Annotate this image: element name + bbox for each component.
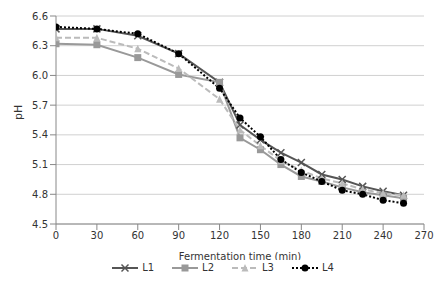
svg-text:5.1: 5.1: [32, 159, 48, 170]
svg-text:210: 210: [333, 230, 352, 241]
svg-text:5.7: 5.7: [32, 100, 48, 111]
svg-text:240: 240: [374, 230, 393, 241]
svg-text:60: 60: [131, 230, 144, 241]
html-text:L3: L3: [262, 262, 274, 273]
svg-text:180: 180: [292, 230, 311, 241]
svg-text:6.0: 6.0: [32, 70, 48, 81]
svg-text:4.5: 4.5: [32, 219, 48, 230]
html-text:L2: L2: [202, 262, 214, 273]
svg-text:6.3: 6.3: [32, 40, 48, 51]
svg-text:6.6: 6.6: [32, 11, 48, 22]
svg-text:30: 30: [91, 230, 104, 241]
svg-text:4.8: 4.8: [32, 189, 48, 200]
svg-text:Fermentation time (min): Fermentation time (min): [179, 251, 301, 260]
html-text:L4: L4: [321, 262, 334, 273]
html-text:L1: L1: [142, 262, 155, 273]
svg-text:0: 0: [53, 230, 59, 241]
svg-text:270: 270: [414, 230, 433, 241]
svg-text:150: 150: [251, 230, 270, 241]
svg-text:120: 120: [210, 230, 229, 241]
svg-text:5.4: 5.4: [32, 129, 48, 140]
svg-text:90: 90: [172, 230, 185, 241]
svg-text:pH: pH: [12, 105, 25, 120]
